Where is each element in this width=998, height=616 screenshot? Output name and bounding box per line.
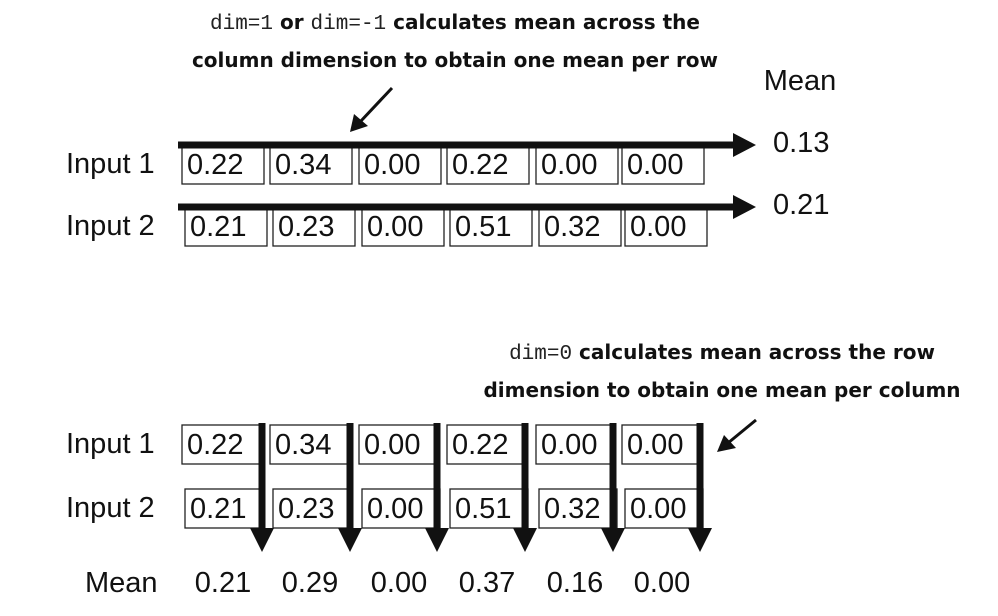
cell-value: 0.00 [541,429,597,461]
cell-value: 0.34 [275,429,331,461]
cell-box [621,144,705,185]
column-mean-value: 0.37 [459,567,515,599]
cell-value: 0.00 [630,211,686,243]
cell-box [621,424,701,465]
cell-box [624,206,708,247]
bottom-annotation-line2: dimension to obtain one mean per column [483,378,960,402]
bottom-annotation-line1: dim=0 calculates mean across the row [509,340,935,366]
cell-value: 0.32 [544,211,600,243]
cell-box [446,424,526,465]
cell-value: 0.00 [630,493,686,525]
cell-value: 0.22 [187,149,243,181]
column-mean-value: 0.00 [371,567,427,599]
cell-value: 0.00 [627,149,683,181]
cell-value: 0.00 [367,493,423,525]
top-annotation-line2: column dimension to obtain one mean per … [192,48,718,72]
row-mean-value: 0.21 [773,189,829,221]
column-mean-value: 0.00 [634,567,690,599]
cell-box [624,488,704,529]
cell-value: 0.00 [541,149,597,181]
cell-value: 0.22 [187,429,243,461]
top-row-label: Input 2 [66,210,155,242]
bottom-row-label: Input 1 [66,428,155,460]
arrow-head-icon [425,528,449,552]
column-mean-value: 0.21 [195,567,251,599]
cell-value: 0.21 [190,211,246,243]
cell-value: 0.21 [190,493,246,525]
cell-box [269,144,353,185]
cell-box [181,424,261,465]
arrow-head-icon [733,195,756,219]
cell-value: 0.23 [278,493,334,525]
cell-box [358,424,438,465]
cell-value: 0.51 [455,211,511,243]
cell-value: 0.00 [627,429,683,461]
cell-box [184,488,264,529]
top-mean-header: Mean [764,65,837,97]
cell-value: 0.22 [452,429,508,461]
bottom-mean-label: Mean [85,567,158,599]
cell-value: 0.00 [364,429,420,461]
cell-value: 0.32 [544,493,600,525]
cell-value: 0.00 [367,211,423,243]
top-pointer-arrow [350,86,394,132]
arrow-head-icon [338,528,362,552]
cell-value: 0.34 [275,149,331,181]
cell-box [449,488,529,529]
top-row-label: Input 1 [66,148,155,180]
arrow-head-icon [601,528,625,552]
bottom-pointer-arrow [717,418,757,452]
cell-box [538,488,618,529]
cell-value: 0.51 [455,493,511,525]
bottom-row-label: Input 2 [66,492,155,524]
cell-box [184,206,268,247]
cell-value: 0.22 [452,149,508,181]
column-mean-value: 0.29 [282,567,338,599]
row-mean-value: 0.13 [773,127,829,159]
arrow-head-icon [733,133,756,157]
arrow-head-icon [688,528,712,552]
cell-value: 0.00 [364,149,420,181]
arrow-head-icon [250,528,274,552]
top-annotation-line1: dim=1 or dim=-1 calculates mean across t… [210,10,700,36]
cell-value: 0.23 [278,211,334,243]
arrow-head-icon [513,528,537,552]
cell-box [535,424,615,465]
cell-box [272,488,352,529]
cell-box [535,144,619,185]
column-mean-value: 0.16 [547,567,603,599]
